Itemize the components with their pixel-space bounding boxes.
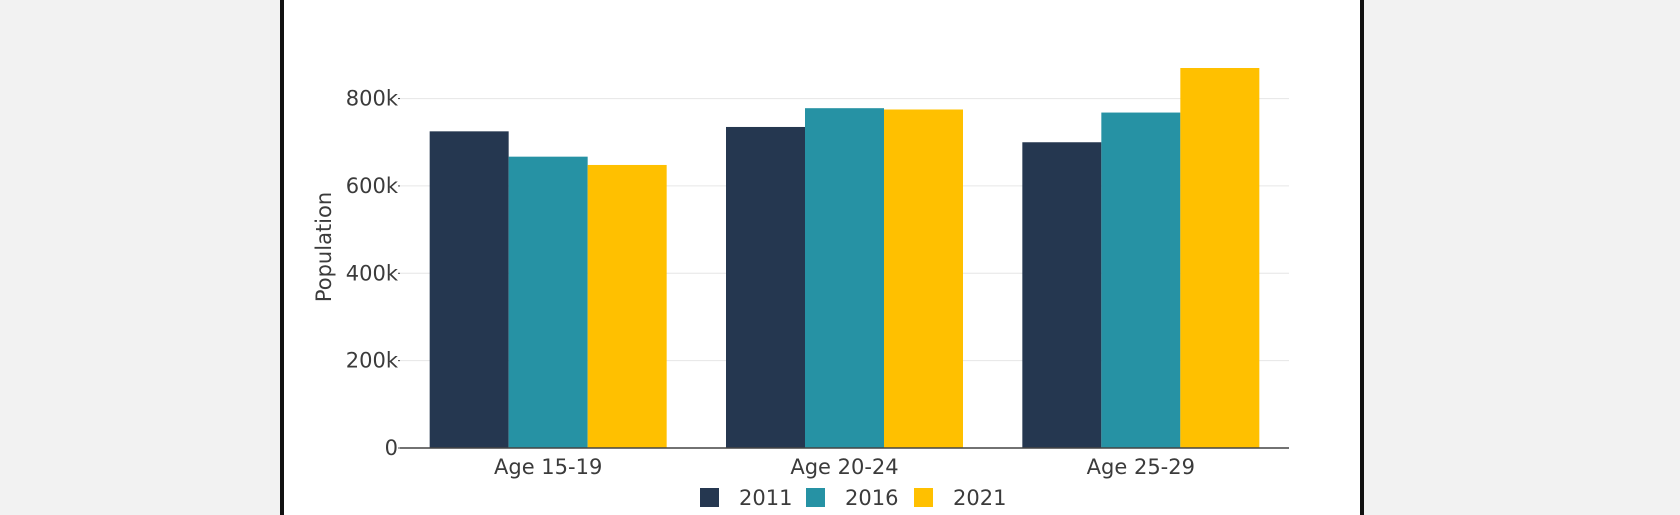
y-tick-labels: 0 200k 400k 600k 800k <box>346 87 400 460</box>
bar-2011-age-20-24[interactable] <box>726 126 805 448</box>
legend-swatch <box>700 488 719 507</box>
bar-2016-age-20-24[interactable] <box>805 108 884 449</box>
legend-label: 2011 <box>739 486 792 510</box>
legend-label: 2021 <box>953 486 1006 510</box>
y-tick-label: 400k <box>346 261 399 285</box>
legend-swatch <box>914 488 933 507</box>
bar-2016-age-15-19[interactable] <box>508 156 588 448</box>
legend-label: 2016 <box>845 486 898 510</box>
x-tick-label: Age 20-24 <box>790 455 898 479</box>
legend-swatch <box>806 488 825 507</box>
legend-item-2011[interactable]: 2011 <box>700 486 792 510</box>
y-tick-label: 0 <box>385 436 398 460</box>
y-tick-label: 800k <box>346 87 399 111</box>
bar-2011-age-15-19[interactable] <box>429 131 509 449</box>
legend: 2011 2016 2021 <box>700 486 1006 510</box>
bar-2021-age-20-24[interactable] <box>884 109 963 448</box>
legend-item-2016[interactable]: 2016 <box>806 486 898 510</box>
x-tick-label: Age 25-29 <box>1087 455 1195 479</box>
y-tick-label: 200k <box>346 349 399 373</box>
bar-2021-age-15-19[interactable] <box>587 164 667 448</box>
bar-2021-age-25-29[interactable] <box>1180 68 1260 448</box>
y-axis-title: Population <box>312 192 336 302</box>
x-tick-label: Age 15-19 <box>494 455 602 479</box>
bars <box>429 68 1260 449</box>
bar-2011-age-25-29[interactable] <box>1022 142 1102 448</box>
bar-2016-age-25-29[interactable] <box>1101 112 1181 448</box>
legend-item-2021[interactable]: 2021 <box>914 486 1006 510</box>
y-tick-label: 600k <box>346 174 399 198</box>
x-tick-labels: Age 15-19 Age 20-24 Age 25-29 <box>494 455 1195 479</box>
